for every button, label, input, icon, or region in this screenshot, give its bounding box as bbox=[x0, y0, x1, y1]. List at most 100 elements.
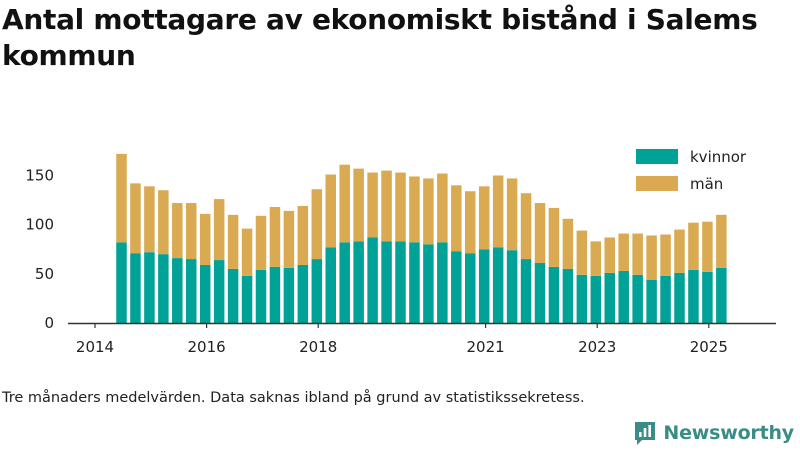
bar-man-2023-Q3 bbox=[632, 233, 643, 275]
bar-kvinnor-2015-Q1 bbox=[158, 254, 169, 323]
bar-kvinnor-2021-Q4 bbox=[534, 263, 546, 323]
y-tick-label-150: 150 bbox=[25, 167, 54, 185]
bar-man-2015-Q2 bbox=[172, 203, 183, 259]
legend: kvinnor män bbox=[636, 148, 747, 193]
bar-kvinnor-2024-Q4 bbox=[702, 271, 713, 323]
y-axis: 0 50 100 150 bbox=[25, 167, 54, 333]
bar-man-2014-Q3 bbox=[130, 183, 141, 254]
x-tick-label-2018: 2018 bbox=[299, 338, 337, 356]
newsworthy-logo-icon bbox=[635, 422, 656, 445]
bar-man-2024-Q2 bbox=[674, 229, 685, 273]
bar-man-2018-Q1 bbox=[325, 174, 336, 248]
bar-man-2022-Q1 bbox=[548, 207, 560, 267]
x-tick-label-2023: 2023 bbox=[578, 338, 616, 356]
bar-kvinnor-2016-Q1 bbox=[213, 260, 225, 323]
bar-man-2014-Q2 bbox=[116, 153, 127, 243]
bar-kvinnor-2024-Q3 bbox=[688, 269, 699, 323]
bar-man-2019-Q1 bbox=[381, 170, 392, 242]
bar-kvinnor-2021-Q1 bbox=[492, 247, 504, 323]
bar-man-2025-Q1 bbox=[716, 214, 727, 268]
bar-kvinnor-2024-Q2 bbox=[674, 272, 685, 323]
bar-kvinnor-2020-Q4 bbox=[478, 249, 490, 323]
bar-man-2022-Q4 bbox=[590, 241, 602, 276]
bar-man-2018-Q4 bbox=[367, 172, 378, 238]
bar-kvinnor-2021-Q3 bbox=[520, 259, 532, 323]
bar-kvinnor-2014-Q4 bbox=[144, 252, 155, 323]
legend-label-kvinnor: kvinnor bbox=[690, 148, 747, 166]
bar-kvinnor-2022-Q1 bbox=[548, 266, 560, 323]
stacked-bar-chart: 0 50 100 150 2014 2016 2018 2021 2023 2025 kvinn… bbox=[25, 148, 776, 356]
x-axis: 2014 2016 2018 2021 2023 2025 bbox=[76, 323, 728, 356]
bar-kvinnor-2022-Q4 bbox=[590, 275, 602, 323]
legend-label-man: män bbox=[690, 175, 723, 193]
y-tick-label-50: 50 bbox=[35, 265, 54, 283]
bar-kvinnor-2019-Q2 bbox=[395, 241, 406, 323]
bar-man-2024-Q3 bbox=[688, 222, 699, 270]
bar-man-2014-Q4 bbox=[144, 186, 155, 253]
bar-man-2019-Q4 bbox=[423, 178, 434, 245]
legend-swatch-kvinnor bbox=[636, 149, 678, 164]
bar-kvinnor-2022-Q3 bbox=[576, 274, 588, 323]
bar-man-2015-Q3 bbox=[186, 203, 197, 260]
bar-man-2017-Q2 bbox=[283, 210, 295, 268]
bar-man-2021-Q2 bbox=[506, 178, 518, 251]
bar-kvinnor-2023-Q4 bbox=[646, 279, 657, 323]
bar-man-2020-Q2 bbox=[451, 185, 462, 252]
brand-logo[interactable]: Newsworthy bbox=[633, 419, 794, 447]
bar-kvinnor-2014-Q2 bbox=[116, 242, 127, 323]
bar-kvinnor-2016-Q4 bbox=[255, 269, 267, 323]
bar-kvinnor-2023-Q1 bbox=[604, 272, 615, 323]
bar-man-2024-Q1 bbox=[660, 234, 671, 276]
bar-kvinnor-2022-Q2 bbox=[562, 268, 574, 323]
bar-man-2022-Q3 bbox=[576, 230, 588, 275]
bar-man-2016-Q4 bbox=[255, 215, 267, 270]
bar-man-2018-Q2 bbox=[339, 164, 350, 243]
bar-kvinnor-2019-Q4 bbox=[423, 244, 434, 323]
bar-man-2015-Q1 bbox=[158, 190, 169, 255]
bar-man-2020-Q1 bbox=[437, 173, 448, 243]
bar-kvinnor-2019-Q1 bbox=[381, 241, 392, 323]
bar-kvinnor-2015-Q2 bbox=[172, 258, 183, 323]
y-tick-label-0: 0 bbox=[44, 314, 54, 332]
bar-kvinnor-2017-Q2 bbox=[283, 267, 295, 323]
bar-kvinnor-2023-Q3 bbox=[632, 274, 643, 323]
bar-man-2023-Q1 bbox=[604, 237, 615, 273]
bar-kvinnor-2015-Q3 bbox=[186, 259, 197, 323]
bar-man-2017-Q3 bbox=[297, 205, 309, 265]
footnote: Tre månaders medelvärden. Data saknas ib… bbox=[2, 390, 585, 406]
bar-kvinnor-2018-Q2 bbox=[339, 242, 350, 323]
bar-man-2023-Q2 bbox=[618, 233, 629, 271]
bar-man-2015-Q4 bbox=[199, 213, 211, 265]
bar-man-2022-Q2 bbox=[562, 218, 574, 269]
bar-kvinnor-2021-Q2 bbox=[506, 250, 518, 323]
brand-name: Newsworthy bbox=[663, 422, 794, 444]
bar-kvinnor-2016-Q2 bbox=[227, 268, 239, 323]
bar-kvinnor-2020-Q2 bbox=[451, 251, 462, 323]
bar-kvinnor-2017-Q1 bbox=[269, 266, 281, 323]
bar-kvinnor-2025-Q1 bbox=[716, 267, 727, 323]
bar-kvinnor-2017-Q4 bbox=[311, 259, 323, 323]
bar-man-2019-Q2 bbox=[395, 172, 406, 242]
bar-man-2016-Q2 bbox=[227, 214, 239, 269]
bar-man-2020-Q4 bbox=[478, 186, 490, 250]
x-tick-label-2021: 2021 bbox=[467, 338, 505, 356]
bar-man-2021-Q4 bbox=[534, 203, 546, 264]
bar-man-2016-Q1 bbox=[213, 199, 225, 261]
chart-title: Antal mottagare av ekonomiskt bistånd i … bbox=[2, 3, 758, 72]
bar-man-2016-Q3 bbox=[241, 228, 253, 276]
bar-kvinnor-2018-Q3 bbox=[353, 241, 364, 323]
bar-man-2021-Q1 bbox=[492, 175, 504, 248]
bar-man-2017-Q4 bbox=[311, 189, 323, 260]
bar-man-2017-Q1 bbox=[269, 206, 281, 267]
bar-kvinnor-2019-Q3 bbox=[409, 242, 420, 323]
x-tick-label-2016: 2016 bbox=[188, 338, 226, 356]
bar-kvinnor-2018-Q4 bbox=[367, 237, 378, 323]
bar-kvinnor-2018-Q1 bbox=[325, 247, 336, 323]
bar-kvinnor-2024-Q1 bbox=[660, 275, 671, 323]
bars-group bbox=[116, 153, 727, 323]
legend-swatch-man bbox=[636, 176, 678, 191]
x-tick-label-2025: 2025 bbox=[690, 338, 728, 356]
bar-kvinnor-2020-Q1 bbox=[437, 242, 448, 323]
bar-kvinnor-2016-Q3 bbox=[241, 275, 253, 323]
bar-man-2019-Q3 bbox=[409, 176, 420, 243]
